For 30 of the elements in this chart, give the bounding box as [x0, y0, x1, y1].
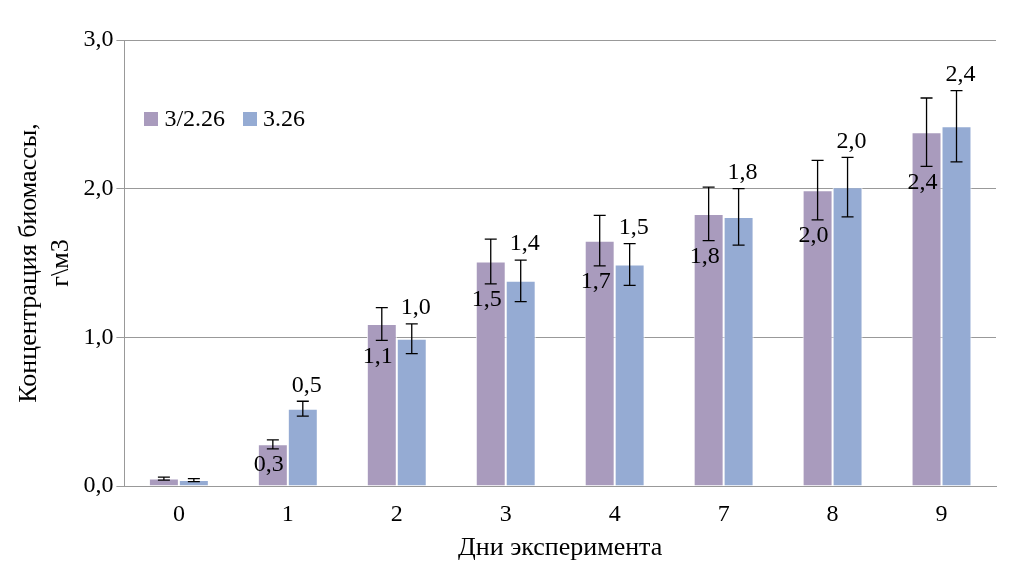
- x-tick-label: 9: [935, 499, 948, 526]
- data-label: 1,1: [362, 341, 393, 368]
- x-tick-label: 8: [826, 499, 839, 526]
- x-tick-label: 1: [281, 499, 294, 526]
- x-tick-label: 4: [608, 499, 621, 526]
- x-tick-label: 3: [499, 499, 512, 526]
- y-tick-label: 1,0: [83, 322, 114, 349]
- x-tick-label: 0: [172, 499, 185, 526]
- x-tick-label: 7: [717, 499, 730, 526]
- y-axis-title: Концентрация биомассы, г\м3: [13, 123, 74, 403]
- data-label: 2,0: [836, 126, 867, 153]
- data-label: 1,0: [400, 293, 431, 320]
- data-label: 0,5: [291, 370, 322, 397]
- legend-label: 3/2.26: [164, 105, 226, 132]
- x-tick-label: 2: [390, 499, 403, 526]
- data-label: 0,3: [253, 450, 284, 477]
- x-axis-title: Дни эксперимента: [458, 532, 663, 562]
- data-label: 1,4: [509, 229, 540, 256]
- data-label: 2,4: [945, 59, 976, 86]
- y-tick-label: 3,0: [83, 25, 114, 52]
- y-tick-label: 2,0: [83, 173, 114, 200]
- data-label: 1,8: [689, 242, 720, 268]
- data-label: 1,5: [471, 285, 502, 312]
- data-label: 1,7: [580, 267, 611, 294]
- y-tick-label: 0,0: [83, 471, 114, 498]
- data-label: 2,4: [907, 167, 938, 194]
- legend-label: 3.26: [263, 105, 306, 132]
- data-label: 1,5: [618, 212, 649, 239]
- data-label: 2,0: [798, 221, 829, 248]
- data-label: 1,8: [727, 157, 758, 184]
